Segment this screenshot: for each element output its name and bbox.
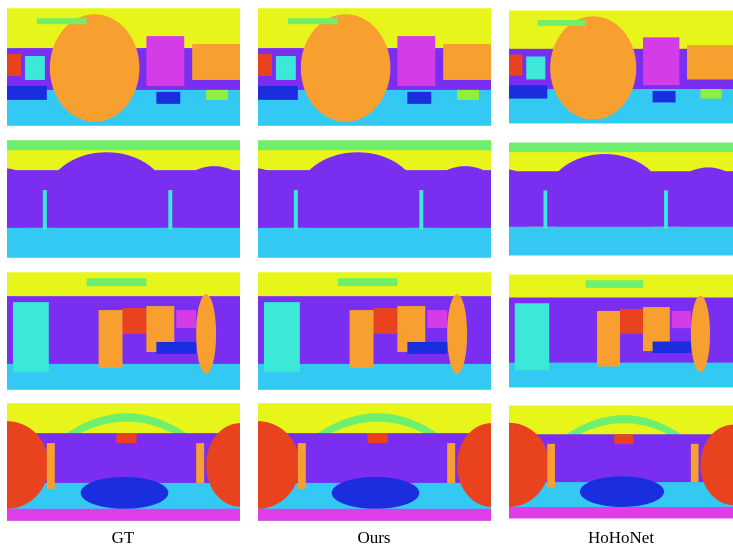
ours-row-4 xyxy=(216,403,525,520)
ours-row-1 xyxy=(258,8,491,125)
ours-row-2 xyxy=(218,140,505,257)
gt-row-4 xyxy=(0,403,274,520)
figure: GT Ours HoHoNet xyxy=(0,0,733,552)
hohonet-row-2 xyxy=(471,143,733,256)
hohonet-row-3 xyxy=(509,275,733,388)
column-label: GT xyxy=(112,528,135,547)
gt-row-1 xyxy=(7,8,240,125)
panels xyxy=(0,8,733,520)
gt-row-3 xyxy=(7,272,240,389)
hohonet-row-1 xyxy=(509,11,733,124)
gt-row-2 xyxy=(0,140,254,257)
hohonet-row-4 xyxy=(469,406,733,519)
column-label: HoHoNet xyxy=(588,528,654,547)
column-label: Ours xyxy=(357,528,390,547)
ours-row-3 xyxy=(258,272,491,389)
